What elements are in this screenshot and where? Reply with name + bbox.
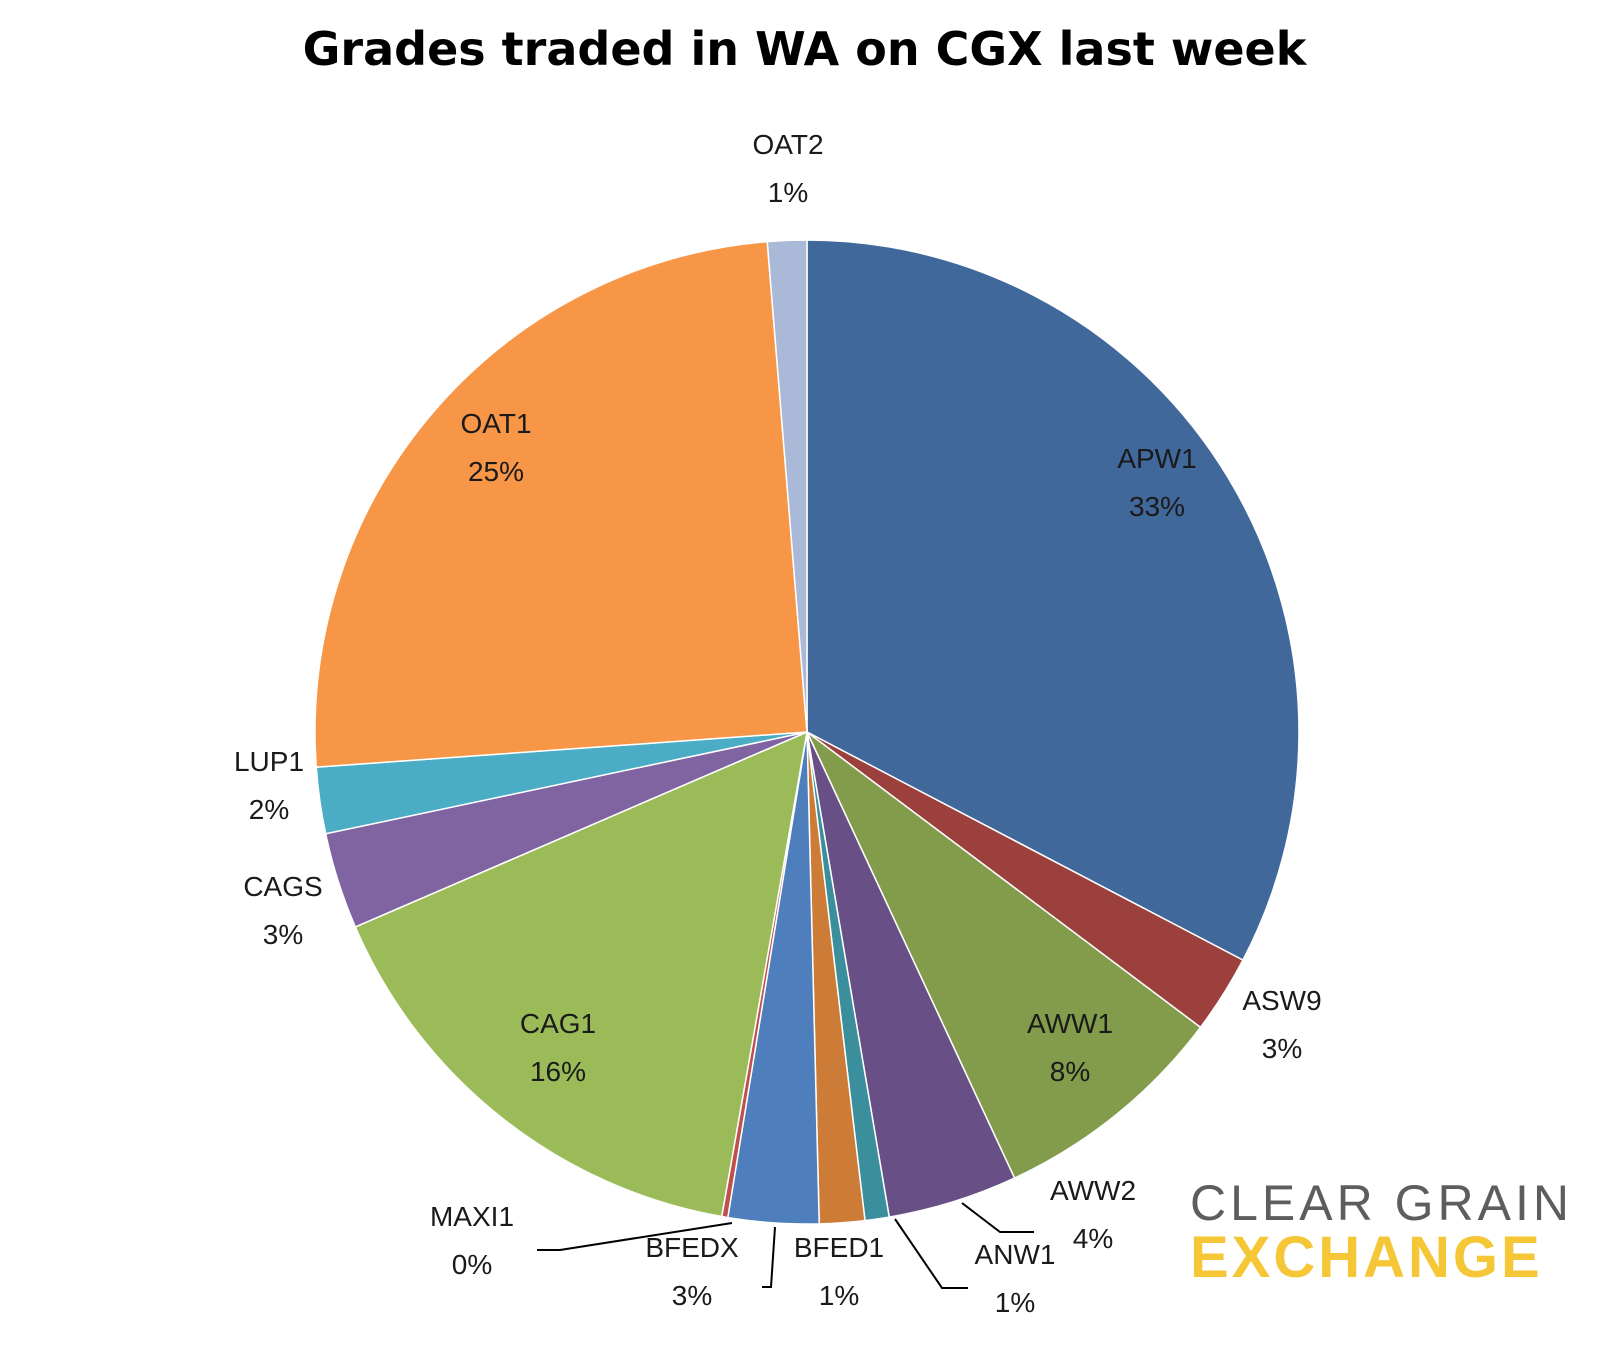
slice-percent-cag1: 16% bbox=[530, 1056, 586, 1087]
pie-slices bbox=[314, 239, 1300, 1225]
chart-title: Grades traded in WA on CGX last week bbox=[302, 22, 1307, 76]
leader-line-aww2 bbox=[961, 1202, 1034, 1233]
logo-line-1: CLEAR GRAIN bbox=[1190, 1175, 1573, 1231]
slice-percent-aww2: 4% bbox=[1073, 1223, 1113, 1254]
slice-label-cag1: CAG1 bbox=[520, 1008, 596, 1039]
leader-line-anw1 bbox=[894, 1218, 968, 1289]
leader-line-bfedx bbox=[762, 1226, 776, 1288]
pie-slice-oat1 bbox=[314, 240, 808, 768]
slice-label-cags: CAGS bbox=[243, 871, 322, 902]
slice-percent-lup1: 2% bbox=[249, 794, 289, 825]
slice-percent-cags: 3% bbox=[263, 919, 303, 950]
clear-grain-exchange-logo: CLEAR GRAIN EXCHANGE bbox=[1190, 1177, 1580, 1287]
slice-percent-apw1: 33% bbox=[1129, 491, 1185, 522]
slice-labels: APW1 33% ASW9 3% AWW1 8% AWW2 4% ANW1 1% BFED1 1% BF… bbox=[234, 129, 1322, 1318]
leader-line-maxi1 bbox=[537, 1222, 733, 1251]
slice-label-asw9: ASW9 bbox=[1242, 985, 1321, 1016]
slice-label-lup1: LUP1 bbox=[234, 746, 304, 777]
pie-slice-oat2 bbox=[766, 239, 808, 733]
slice-percent-aww1: 8% bbox=[1050, 1056, 1090, 1087]
slice-label-bfedx: BFEDX bbox=[645, 1232, 739, 1263]
leader-lines bbox=[537, 1202, 1034, 1289]
slice-percent-anw1: 1% bbox=[995, 1287, 1035, 1318]
pie-slice-apw1 bbox=[806, 239, 1300, 962]
slice-label-bfed1: BFED1 bbox=[794, 1232, 884, 1263]
slice-percent-bfedx: 3% bbox=[672, 1280, 712, 1311]
pie-slice-aww1 bbox=[806, 731, 1202, 1180]
pie-slice-cag1 bbox=[354, 730, 808, 1218]
slice-percent-asw9: 3% bbox=[1262, 1033, 1302, 1064]
slice-label-anw1: ANW1 bbox=[975, 1239, 1056, 1270]
slice-label-oat2: OAT2 bbox=[752, 129, 823, 160]
slice-percent-oat2: 1% bbox=[768, 177, 808, 208]
slice-label-aww1: AWW1 bbox=[1027, 1008, 1113, 1039]
logo-line-2: EXCHANGE bbox=[1190, 1225, 1543, 1290]
slice-label-apw1: APW1 bbox=[1117, 443, 1196, 474]
slice-percent-oat1: 25% bbox=[468, 456, 524, 487]
slice-percent-bfed1: 1% bbox=[819, 1280, 859, 1311]
slice-percent-maxi1: 0% bbox=[452, 1249, 492, 1280]
slice-label-aww2: AWW2 bbox=[1050, 1175, 1136, 1206]
slice-label-oat1: OAT1 bbox=[460, 408, 531, 439]
slice-label-maxi1: MAXI1 bbox=[430, 1201, 514, 1232]
